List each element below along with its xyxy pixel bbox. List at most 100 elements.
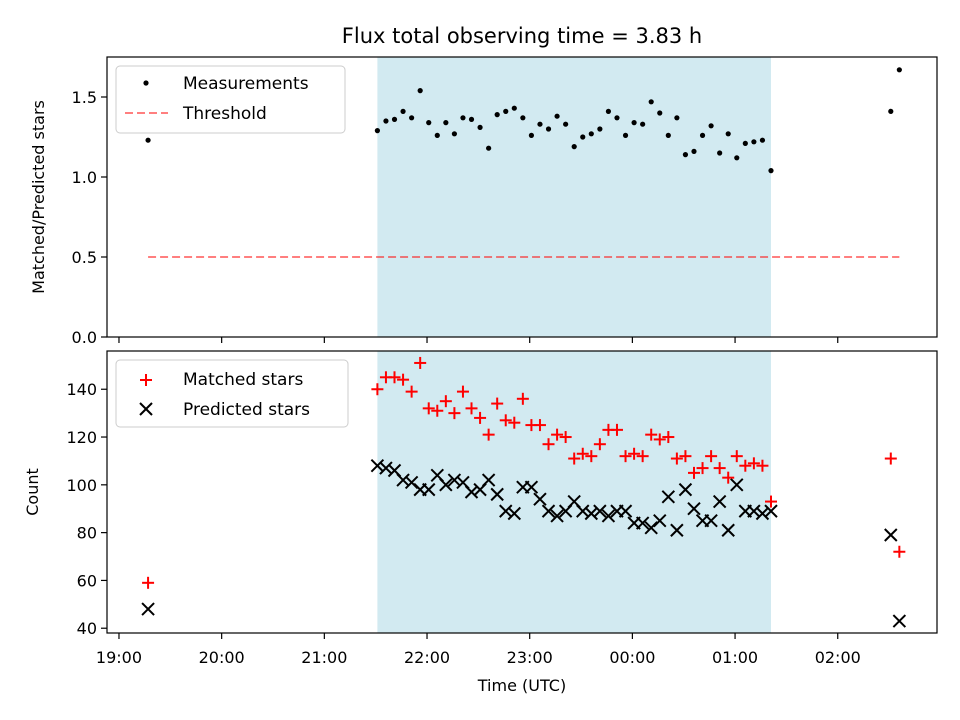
matched-point	[397, 373, 410, 386]
bottom-x-tick-label: 01:00	[712, 648, 758, 667]
measurement-point	[443, 120, 449, 126]
matched-point	[414, 356, 427, 369]
predicted-point	[533, 492, 547, 506]
chart-title: Flux total observing time = 3.83 h	[342, 24, 702, 48]
top-legend-box	[115, 65, 346, 134]
measurement-point	[409, 115, 415, 121]
matched-point	[593, 438, 606, 451]
matched-point	[439, 395, 452, 408]
legend-threshold-label: Threshold	[182, 104, 267, 124]
measurement-point	[682, 152, 689, 158]
predicted-point	[764, 504, 778, 518]
measurement-point	[614, 115, 620, 121]
matched-point	[756, 459, 769, 472]
measurement-point	[468, 116, 475, 122]
top-y-tick-label: 0.0	[72, 328, 97, 347]
predicted-point	[635, 516, 650, 530]
matched-point	[696, 462, 709, 475]
measurement-point	[597, 126, 603, 132]
predicted-point	[499, 504, 513, 518]
matched-point	[619, 450, 632, 463]
predicted-point	[541, 504, 556, 518]
matched-point	[499, 414, 512, 427]
matched-point	[893, 545, 906, 558]
matched-point	[516, 392, 529, 405]
measurement-point	[580, 134, 586, 140]
matched-point	[653, 433, 666, 446]
measurement-point	[657, 110, 663, 116]
top-y-axis-label: Matched/Predicted stars	[29, 100, 48, 294]
predicted-point	[481, 473, 496, 487]
measurement-point	[896, 67, 902, 73]
matched-point	[371, 383, 384, 396]
predicted-point	[653, 513, 667, 528]
bottom-panel: 40 60 80 100 120 140 19:00 20:00 21:00 22:00 23:00…	[23, 350, 938, 695]
legend-predicted-label: Predicted stars	[183, 400, 310, 420]
bottom-legend: Matched stars Predicted stars	[115, 359, 349, 428]
matched-point	[687, 466, 700, 479]
legend-matched-marker	[140, 374, 152, 386]
predicted-point	[370, 459, 385, 473]
measurement-point	[400, 108, 406, 114]
matched-point	[482, 428, 495, 441]
predicted-point	[593, 504, 607, 518]
predicted-point	[507, 506, 522, 521]
top-plot-frame	[106, 56, 938, 338]
measurement-point	[717, 150, 723, 156]
bottom-x-tick-label: 02:00	[815, 648, 861, 667]
matched-point	[747, 457, 760, 470]
measurement-point	[486, 145, 492, 151]
bottom-y-tick-label: 100	[66, 476, 97, 495]
measurements-points	[145, 67, 902, 174]
matched-point	[884, 452, 897, 465]
bottom-plot-frame	[106, 350, 938, 634]
matched-stars-points	[142, 356, 906, 589]
measurement-point	[520, 115, 526, 121]
matched-point	[568, 452, 581, 465]
legend-measurements-marker	[143, 80, 149, 86]
measurement-point	[537, 121, 543, 127]
top-y-tick-label: 0.5	[72, 248, 97, 267]
matched-point	[456, 385, 469, 398]
measurement-point	[708, 123, 714, 129]
matched-point	[739, 459, 752, 472]
predicted-point	[704, 513, 718, 528]
top-y-tick-label: 1.5	[72, 88, 97, 107]
measurement-point	[494, 112, 500, 118]
predicted-point	[447, 473, 462, 487]
measurement-point	[631, 120, 637, 126]
predicted-point	[490, 487, 504, 502]
measurement-point	[554, 113, 560, 119]
predicted-point	[422, 482, 436, 497]
bottom-observing-window	[377, 351, 771, 633]
measurement-point	[571, 144, 577, 150]
bottom-y-axis-label: Count	[23, 468, 42, 516]
measurement-point	[751, 139, 757, 145]
matched-point	[713, 462, 726, 475]
x-axis-label: Time (UTC)	[477, 676, 566, 695]
predicted-point	[550, 509, 564, 523]
predicted-point	[747, 504, 761, 518]
measurement-point	[768, 168, 774, 174]
matched-point	[422, 402, 435, 415]
matched-point	[585, 450, 598, 463]
matched-point	[645, 428, 658, 441]
matched-point	[474, 411, 487, 424]
matched-point	[542, 438, 555, 451]
predicted-point	[464, 485, 479, 499]
predicted-point	[884, 528, 898, 542]
measurement-point	[665, 132, 671, 138]
measurement-point	[391, 116, 398, 122]
bottom-x-tick-label: 21:00	[301, 648, 347, 667]
predicted-point	[379, 461, 393, 475]
bottom-x-tick-label: 19:00	[96, 648, 142, 667]
matched-point	[662, 431, 675, 444]
predicted-point	[576, 504, 590, 518]
matched-point	[533, 419, 546, 432]
bottom-y-tick-label: 140	[66, 380, 97, 399]
measurement-point	[451, 131, 458, 137]
predicted-point	[396, 473, 410, 487]
measurement-point	[888, 108, 894, 114]
matched-point	[405, 385, 418, 398]
